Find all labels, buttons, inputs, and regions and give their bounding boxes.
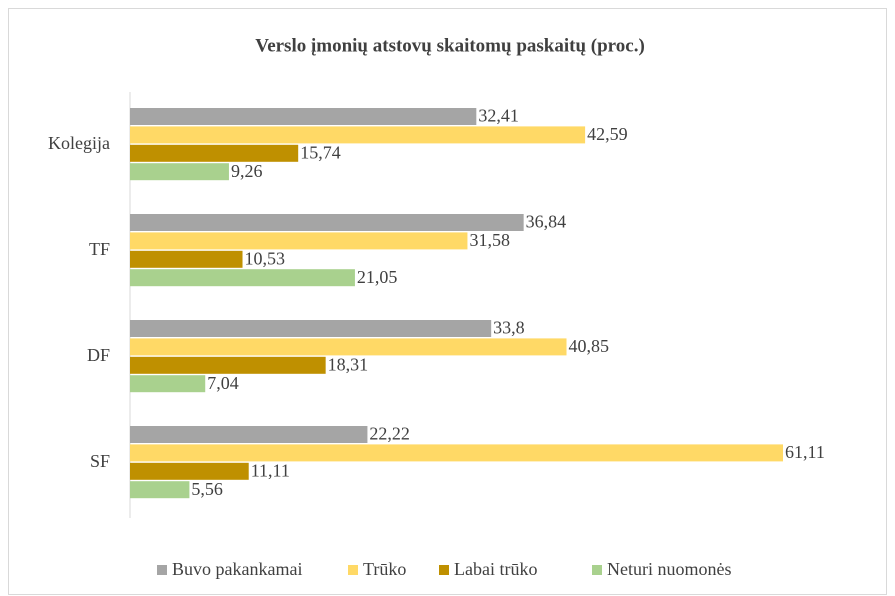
value-label: 7,04: [207, 373, 239, 393]
legend-label: Labai trūko: [454, 559, 537, 579]
value-label: 21,05: [357, 267, 398, 287]
legend-label: Buvo pakankamai: [172, 559, 302, 579]
bar: [130, 356, 326, 374]
legend-swatch: [157, 565, 167, 575]
value-label: 10,53: [245, 248, 286, 268]
value-label: 32,41: [478, 106, 518, 126]
bar: [130, 320, 492, 337]
bar: [130, 250, 243, 268]
legend-label: Trūko: [363, 559, 406, 579]
legend-swatch: [348, 565, 358, 575]
value-label: 11,11: [251, 460, 290, 480]
bar: [130, 481, 190, 499]
value-label: 22,22: [369, 424, 410, 444]
value-label: 15,74: [300, 142, 341, 162]
chart-frame: [8, 8, 887, 595]
value-label: 42,59: [587, 124, 628, 144]
bar: [130, 232, 468, 250]
y-tick-label: DF: [87, 345, 110, 365]
legend-label: Neturi nuomonės: [607, 559, 731, 579]
bar: [130, 462, 249, 480]
value-label: 33,8: [493, 318, 524, 338]
bar: [130, 108, 477, 125]
value-label: 31,58: [469, 230, 510, 250]
bar: [130, 144, 299, 162]
y-tick-label: TF: [89, 239, 110, 259]
bar: [130, 163, 229, 181]
bar: [130, 269, 355, 287]
legend-swatch: [439, 565, 449, 575]
legend-swatch: [592, 565, 602, 575]
value-label: 36,84: [526, 212, 567, 232]
bar: [130, 444, 784, 462]
bar: [130, 338, 567, 356]
bar: [130, 426, 368, 443]
value-label: 5,56: [191, 479, 223, 499]
y-tick-label: SF: [90, 451, 110, 471]
bar: [130, 214, 524, 231]
value-label: 40,85: [569, 336, 610, 356]
value-label: 9,26: [231, 161, 263, 181]
chart-title: Verslo įmonių atstovų skaitomų paskaitų …: [255, 35, 645, 56]
bar: [130, 126, 586, 144]
value-label: 18,31: [328, 354, 369, 374]
y-tick-label: Kolegija: [48, 133, 110, 153]
value-label: 61,11: [785, 442, 825, 462]
bar: [130, 375, 206, 393]
